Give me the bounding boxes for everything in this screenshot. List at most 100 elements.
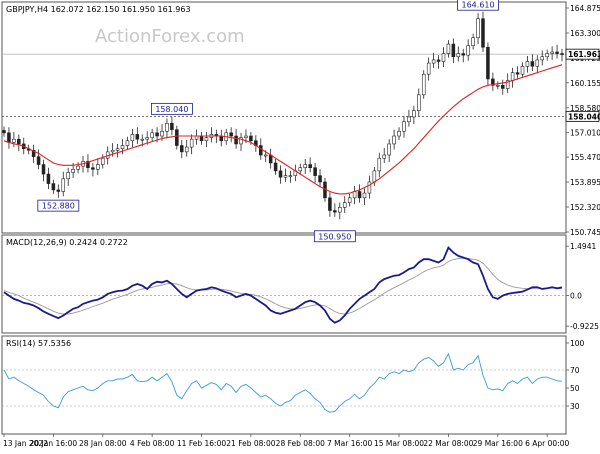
candle-body (46, 173, 51, 184)
candle-body (204, 137, 209, 142)
candle-body (184, 146, 189, 153)
candle-body (283, 175, 288, 178)
watermark: ActionForex.com (95, 26, 245, 47)
candle-body (120, 145, 125, 149)
candle-body (125, 140, 130, 146)
candle-body (402, 121, 406, 132)
candle-body (96, 164, 100, 170)
candle-body (550, 51, 554, 54)
candle-body (421, 73, 426, 96)
candle-body (56, 189, 61, 192)
candle-body (347, 197, 352, 203)
candle-body (397, 130, 401, 137)
candle-body (2, 130, 6, 134)
candle-body (150, 132, 154, 138)
x-axis-label: 28 Feb 08:00 (276, 439, 325, 448)
candle-body (66, 172, 70, 180)
candle-body (412, 110, 416, 118)
candle-body (244, 135, 248, 138)
price-axis-label: 153.895 (570, 178, 600, 187)
candle-body (510, 72, 515, 81)
macd-series-signal (3, 257, 563, 315)
candle-body (239, 137, 243, 145)
candle-body (520, 65, 525, 75)
candle-body (446, 43, 451, 54)
candle-body (110, 149, 115, 153)
candle-body (51, 183, 56, 191)
candle-body (115, 148, 120, 151)
candle-body (130, 134, 135, 142)
price-annotation-box (150, 102, 193, 115)
candle-body (525, 61, 530, 67)
macd-axis-label: 0.0 (570, 292, 582, 301)
candle-body (476, 18, 480, 39)
candle-body (170, 123, 174, 130)
price-axis-label: 163.300 (570, 29, 600, 38)
candle-body (12, 138, 16, 143)
candle-body (481, 18, 485, 48)
candle-body (308, 164, 312, 169)
candle-body (31, 149, 36, 157)
price-axis-label: 150.745 (570, 228, 600, 237)
candle-body (17, 138, 21, 145)
candle-body (175, 129, 179, 146)
candle-body (466, 45, 470, 56)
rsi-series-line (3, 352, 563, 413)
price-panel-title: GBPJPY,H4 162.072 162.150 161.950 161.96… (6, 5, 191, 14)
x-axis-label: 28 Jan 08:00 (79, 439, 127, 448)
candle-body (7, 132, 11, 143)
candle-body (530, 61, 535, 67)
candle-body (71, 169, 75, 173)
candle-body (362, 192, 367, 199)
candle-body (333, 210, 337, 213)
candle-body (407, 116, 411, 123)
candle-body (471, 37, 475, 46)
candle-body (486, 46, 490, 80)
candle-body (278, 170, 283, 178)
x-axis-label: 21 Feb 08:00 (226, 439, 275, 448)
candle-body (515, 72, 520, 75)
candle-body (165, 123, 169, 132)
last-price-label-box (565, 48, 600, 60)
candle-body (140, 138, 145, 141)
candle-body (273, 162, 278, 172)
candle-body (249, 135, 253, 142)
rsi-axis-label: 30 (570, 402, 580, 411)
price-axis-label: 160.155 (570, 79, 600, 88)
price-axis-label: 152.320 (570, 203, 600, 212)
candle-body (155, 132, 159, 137)
x-axis-label: 20 Jan 16:00 (30, 439, 78, 448)
candle-body (338, 207, 342, 213)
price-annotation-label: 152.880 (42, 202, 75, 211)
candle-body (61, 178, 66, 192)
price-axis-label: 157.010 (570, 129, 600, 138)
price-annotation-label: 158.040 (155, 105, 188, 114)
candle-body (555, 51, 559, 54)
candle-body (288, 175, 293, 177)
candle-body (180, 145, 184, 153)
price-annotation-label: 150.950 (318, 232, 351, 241)
x-axis-label: 13 Jan 2022 (3, 439, 48, 448)
rsi-axis-label: 50 (570, 384, 580, 393)
candle-body (456, 53, 461, 58)
candle-body (229, 132, 233, 137)
x-axis-label: 22 Mar 08:00 (423, 439, 473, 448)
last-price-label: 161.963 (568, 50, 600, 59)
candle-body (357, 191, 362, 199)
rsi-panel-title: RSI(14) 57.5356 (6, 339, 71, 348)
candle-body (234, 135, 238, 145)
price-axis-label: 158.580 (570, 104, 600, 113)
x-axis-label: 6 Apr 00:00 (525, 439, 569, 448)
candle-body (219, 135, 224, 142)
x-axis-label: 15 Mar 08:00 (374, 439, 424, 448)
price-annotation-box (37, 199, 80, 212)
x-axis-label: 7 Mar 16:00 (327, 439, 373, 448)
candle-body (86, 161, 90, 169)
candle-body (199, 135, 204, 142)
candle-body (451, 43, 456, 58)
x-axis-label: 4 Feb 08:00 (130, 439, 175, 448)
candle-body (431, 59, 436, 64)
candle-body (145, 137, 149, 140)
